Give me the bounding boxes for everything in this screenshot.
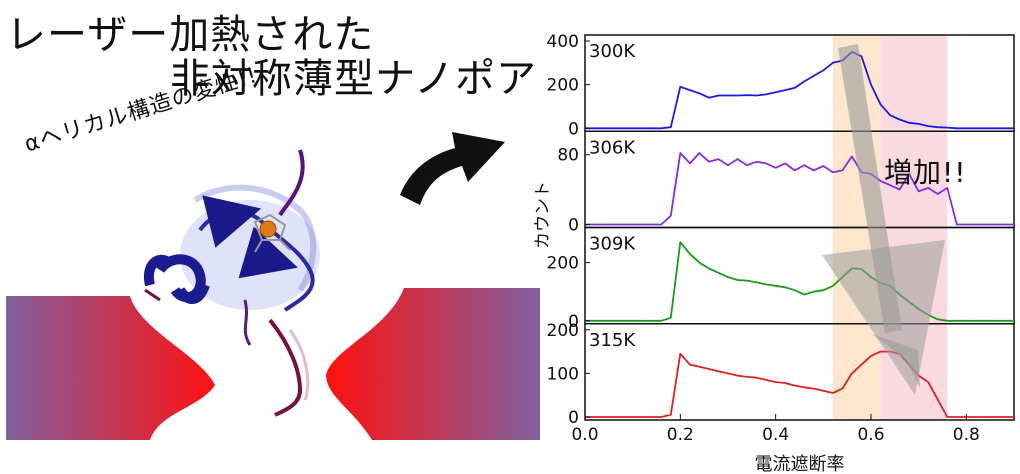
series-line-309K: [585, 241, 1014, 322]
x-tick-label: 0.0: [571, 425, 598, 445]
y-tick-label: 400: [547, 32, 579, 52]
pore-left-wall: [6, 296, 215, 440]
x-axis-label: 電流遮断率: [755, 454, 845, 474]
y-tick-label: 0: [568, 408, 579, 428]
x-tick-label: 0.8: [953, 425, 980, 445]
y-tick-label: 200: [547, 254, 579, 274]
panel-label-306K: 306K: [589, 137, 636, 158]
x-tick-label: 0.2: [667, 425, 694, 445]
panel-frame: [584, 323, 1015, 421]
panel-frame: [584, 34, 1015, 132]
y-tick-label: 80: [557, 146, 579, 166]
panel-label-315K: 315K: [589, 330, 636, 351]
protein-structure: [143, 149, 320, 417]
panel-label-309K: 309K: [589, 234, 636, 255]
title-line-2: 非対称薄型ナノポア: [170, 56, 537, 102]
pore-right-wall: [326, 288, 540, 440]
y-tick-label: 200: [547, 321, 579, 341]
x-tick-label: 0.6: [857, 425, 884, 445]
panel-frame: [584, 226, 1015, 325]
series-line-306K: [585, 152, 1014, 226]
panel-label-300K: 300K: [589, 41, 636, 62]
x-tick-label: 0.4: [762, 425, 789, 445]
title-line-1: レーザー加熱された: [6, 12, 375, 58]
y-tick-label: 0: [568, 312, 579, 332]
y-axis-label: カウント: [533, 181, 553, 249]
increase-annotation: 増加!!: [884, 156, 966, 189]
series-line-315K: [585, 350, 1014, 418]
y-tick-label: 100: [547, 364, 579, 384]
trend-arrow-up: [822, 240, 945, 395]
panel-309K: 0 200 309K: [547, 226, 1015, 332]
panel-300K: 0 200 400 300K: [547, 32, 1015, 139]
y-tick-label: 200: [547, 76, 579, 96]
panel-315K: 0 100 200 315K: [547, 321, 1015, 428]
nanopore-illustration: [6, 149, 540, 440]
y-tick-label: 0: [568, 119, 579, 139]
series-line-300K: [585, 51, 1014, 130]
big-curved-arrow: [400, 132, 505, 205]
y-tick-label: 0: [568, 216, 579, 236]
